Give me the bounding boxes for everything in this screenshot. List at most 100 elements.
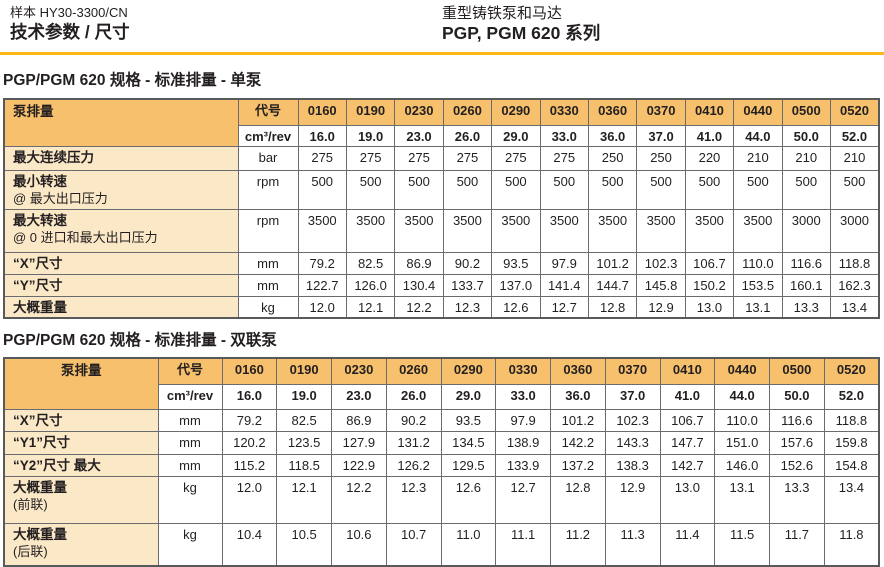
value-cell: 12.7 bbox=[495, 475, 551, 524]
value-cell: 12.6 bbox=[491, 295, 541, 319]
code-cell: 0520 bbox=[829, 98, 880, 126]
value-cell: 13.4 bbox=[829, 295, 880, 319]
displacement-cell: 23.0 bbox=[331, 383, 387, 410]
row-unit: mm bbox=[157, 408, 223, 432]
value-cell: 154.8 bbox=[823, 453, 880, 477]
row-unit: kg bbox=[157, 522, 223, 567]
code-header-cell: 代号 bbox=[157, 357, 223, 385]
value-cell: 115.2 bbox=[221, 453, 278, 477]
value-cell: 220 bbox=[684, 145, 735, 171]
value-cell: 159.8 bbox=[823, 430, 880, 455]
value-cell: 10.5 bbox=[276, 522, 332, 567]
code-cell: 0440 bbox=[733, 98, 783, 126]
value-cell: 12.2 bbox=[394, 295, 444, 319]
table-header-row-displacement: cm³/rev 16.0 19.0 23.0 26.0 29.0 33.0 36.0 37.0… bbox=[4, 383, 880, 410]
value-cell: 86.9 bbox=[331, 408, 387, 432]
value-cell: 137.0 bbox=[491, 273, 541, 297]
code-cell: 0520 bbox=[823, 357, 880, 385]
value-cell: 157.6 bbox=[769, 430, 825, 455]
value-cell: 141.4 bbox=[539, 273, 589, 297]
value-cell: 151.0 bbox=[714, 430, 770, 455]
value-cell: 3500 bbox=[684, 208, 735, 253]
value-cell: 93.5 bbox=[491, 251, 541, 275]
value-cell: 116.6 bbox=[769, 408, 825, 432]
code-cell: 0500 bbox=[769, 357, 825, 385]
value-cell: 90.2 bbox=[442, 251, 493, 275]
value-cell: 12.7 bbox=[539, 295, 589, 319]
table-row-approx-weight-front: 大概重量 (前联) kg 12.0 12.1 12.2 12.3 12.6 12.7 12.8… bbox=[3, 475, 880, 524]
code-cell: 0370 bbox=[604, 357, 661, 385]
section-title-tandem-pump: PGP/PGM 620 规格 - 标准排量 - 双联泵 bbox=[3, 332, 277, 350]
value-cell: 86.9 bbox=[394, 251, 444, 275]
value-cell: 210 bbox=[733, 145, 783, 171]
displacement-cell: 50.0 bbox=[769, 383, 825, 410]
row-label: 大概重量 (前联) bbox=[3, 475, 159, 524]
page-title: 技术参数 / 尺寸 bbox=[10, 21, 130, 42]
value-cell: 12.0 bbox=[297, 295, 347, 319]
value-cell: 11.2 bbox=[550, 522, 606, 567]
value-cell: 275 bbox=[442, 145, 493, 171]
value-cell: 118.8 bbox=[823, 408, 880, 432]
pump-displacement-header: 泵排量 bbox=[3, 98, 239, 147]
value-cell: 122.7 bbox=[297, 273, 347, 297]
value-cell: 130.4 bbox=[394, 273, 444, 297]
row-label: “Y”尺寸 bbox=[3, 273, 239, 297]
value-cell: 500 bbox=[539, 169, 589, 210]
catalog-reference: 样本 HY30-3300/CN bbox=[10, 5, 128, 20]
code-cell: 0330 bbox=[539, 98, 589, 126]
value-cell: 116.6 bbox=[781, 251, 831, 275]
value-cell: 162.3 bbox=[829, 273, 880, 297]
value-cell: 144.7 bbox=[587, 273, 638, 297]
value-cell: 12.9 bbox=[636, 295, 686, 319]
value-cell: 11.8 bbox=[823, 522, 880, 567]
value-cell: 500 bbox=[781, 169, 831, 210]
value-cell: 93.5 bbox=[440, 408, 497, 432]
value-cell: 11.5 bbox=[714, 522, 770, 567]
value-cell: 79.2 bbox=[297, 251, 347, 275]
value-cell: 126.0 bbox=[345, 273, 396, 297]
value-cell: 102.3 bbox=[604, 408, 661, 432]
code-cell: 0230 bbox=[331, 357, 387, 385]
value-cell: 13.4 bbox=[823, 475, 880, 524]
code-cell: 0190 bbox=[276, 357, 332, 385]
value-cell: 146.0 bbox=[714, 453, 770, 477]
value-cell: 3500 bbox=[297, 208, 347, 253]
row-label: 大概重量 bbox=[3, 295, 239, 319]
value-cell: 500 bbox=[684, 169, 735, 210]
value-cell: 120.2 bbox=[221, 430, 278, 455]
value-cell: 500 bbox=[297, 169, 347, 210]
table-header-row-codes: 泵排量 代号 0160 0190 0230 0260 0290 0330 0360 0370 0… bbox=[3, 357, 880, 410]
row-unit: bar bbox=[237, 145, 299, 171]
tandem-pump-spec-table: 泵排量 代号 0160 0190 0230 0260 0290 0330 0360 0370 0… bbox=[3, 357, 880, 567]
value-cell: 152.6 bbox=[769, 453, 825, 477]
displacement-cell: 37.0 bbox=[604, 383, 661, 410]
value-cell: 127.9 bbox=[331, 430, 387, 455]
document-header: 样本 HY30-3300/CN 技术参数 / 尺寸 重型铸铁泵和马达 PGP, … bbox=[0, 0, 884, 50]
code-cell: 0260 bbox=[385, 357, 442, 385]
displacement-cell: 33.0 bbox=[539, 124, 589, 147]
displacement-cell: 44.0 bbox=[733, 124, 783, 147]
code-cell: 0230 bbox=[394, 98, 444, 126]
value-cell: 10.6 bbox=[331, 522, 387, 567]
value-cell: 110.0 bbox=[714, 408, 770, 432]
displacement-cell: 26.0 bbox=[385, 383, 442, 410]
code-cell: 0330 bbox=[495, 357, 551, 385]
value-cell: 275 bbox=[394, 145, 444, 171]
table-row-y-dimension: “Y”尺寸 mm 122.7 126.0 130.4 133.7 137.0 141.4 1… bbox=[3, 273, 880, 297]
displacement-cell: 36.0 bbox=[587, 124, 638, 147]
code-cell: 0410 bbox=[659, 357, 716, 385]
value-cell: 106.7 bbox=[684, 251, 735, 275]
gold-divider-rule bbox=[0, 52, 884, 55]
value-cell: 275 bbox=[297, 145, 347, 171]
value-cell: 138.3 bbox=[604, 453, 661, 477]
value-cell: 500 bbox=[345, 169, 396, 210]
value-cell: 12.1 bbox=[276, 475, 332, 524]
code-cell: 0290 bbox=[440, 357, 497, 385]
row-unit: mm bbox=[157, 453, 223, 477]
value-cell: 134.5 bbox=[440, 430, 497, 455]
value-cell: 12.0 bbox=[221, 475, 278, 524]
value-cell: 122.9 bbox=[331, 453, 387, 477]
value-cell: 97.9 bbox=[539, 251, 589, 275]
value-cell: 500 bbox=[442, 169, 493, 210]
table-row-max-continuous-pressure: 最大连续压力 bar 275 275 275 275 275 275 250 250 220 21… bbox=[3, 145, 880, 171]
